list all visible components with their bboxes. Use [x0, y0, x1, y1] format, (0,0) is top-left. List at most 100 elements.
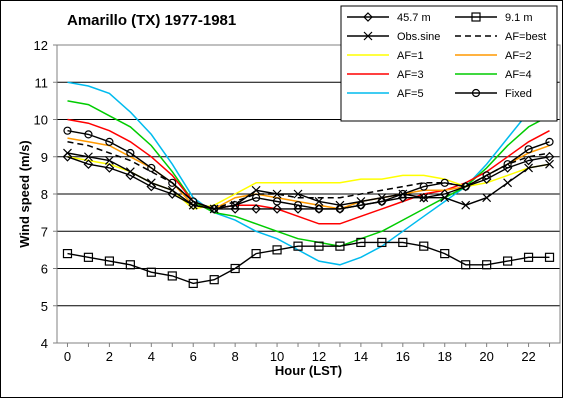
- series-line: [67, 100, 550, 247]
- data-point-diamond: [335, 204, 345, 214]
- data-point-square: [503, 256, 513, 266]
- data-point-diamond: [146, 181, 157, 192]
- x-tick-label: 22: [521, 349, 535, 364]
- data-point-circle: [524, 145, 533, 154]
- data-point-square: [440, 249, 450, 259]
- data-point-circle: [545, 137, 554, 146]
- data-point-square: [398, 237, 408, 248]
- data-point-square: [230, 263, 240, 274]
- data-point-square: [314, 241, 324, 251]
- data-point-square: [167, 271, 177, 281]
- chart-title: Amarillo (TX) 1977-1981: [67, 12, 236, 29]
- x-tick-label: 16: [396, 349, 410, 364]
- data-point-square: [62, 249, 73, 259]
- data-point-diamond: [272, 204, 282, 214]
- data-point-x: [482, 193, 492, 203]
- data-point-square: [125, 260, 135, 270]
- data-point-square: [377, 237, 387, 248]
- x-tick-label: 4: [148, 349, 155, 364]
- data-point-diamond: [363, 12, 373, 22]
- x-tick-label: 18: [437, 349, 451, 364]
- legend: 45.7 m 9.1 m Obs.sine AF=best AF=1 AF=2 AF=3 AF…: [340, 5, 558, 122]
- data-point-x: [104, 156, 114, 165]
- legend-label: AF=2: [505, 50, 532, 62]
- data-point-square: [293, 241, 303, 251]
- legend-item: AF=1: [347, 50, 424, 62]
- x-tick-label: 0: [64, 349, 71, 364]
- x-tick-label: 14: [354, 349, 368, 364]
- legend-label: AF=best: [505, 31, 546, 43]
- data-point-x: [293, 189, 303, 199]
- data-point-circle: [419, 182, 428, 191]
- data-point-diamond: [167, 189, 178, 199]
- data-point-circle: [126, 148, 135, 158]
- data-point-diamond: [104, 163, 115, 173]
- data-point-x: [545, 159, 554, 169]
- x-tick-label: 2: [106, 349, 113, 364]
- legend-item: 45.7 m: [347, 12, 431, 24]
- y-tick-label: 8: [41, 187, 48, 202]
- data-point-square: [471, 12, 481, 22]
- data-point-diamond: [62, 151, 73, 162]
- data-point-diamond: [460, 181, 471, 192]
- data-point-square: [209, 275, 219, 285]
- data-point-diamond: [356, 200, 366, 211]
- data-point-diamond: [481, 174, 492, 184]
- x-axis-title: Hour (LST): [275, 363, 342, 378]
- data-point-square: [83, 252, 94, 262]
- data-point-x: [524, 163, 533, 173]
- legend-item: Obs.sine: [347, 31, 440, 43]
- data-point-square: [335, 241, 345, 251]
- data-point-diamond: [523, 155, 534, 166]
- data-point-circle: [471, 88, 481, 98]
- data-point-square: [544, 252, 555, 262]
- legend-label: Fixed: [505, 88, 532, 100]
- legend-item: AF=2: [455, 50, 532, 62]
- legend-label: AF=4: [505, 69, 532, 81]
- y-tick-label: 10: [34, 113, 48, 128]
- y-tick-label: 12: [34, 38, 48, 53]
- legend-label: 9.1 m: [505, 12, 533, 24]
- series-group: [62, 81, 555, 288]
- data-point-square: [419, 241, 429, 251]
- legend-item: 9.1 m: [455, 12, 533, 24]
- legend-item: AF=best: [455, 31, 546, 43]
- y-tick-label: 9: [41, 150, 48, 165]
- data-point-diamond: [251, 204, 261, 214]
- data-point-circle: [63, 126, 72, 135]
- data-point-circle: [440, 178, 449, 187]
- data-point-square: [146, 267, 156, 277]
- series-line: [67, 118, 550, 225]
- data-point-diamond: [439, 189, 450, 199]
- data-point-diamond: [83, 159, 94, 170]
- y-tick-label: 4: [41, 336, 48, 351]
- data-point-square: [523, 252, 534, 262]
- data-point-square: [104, 256, 114, 266]
- data-point-diamond: [377, 196, 387, 207]
- data-point-diamond: [544, 151, 555, 162]
- data-point-square: [356, 237, 366, 248]
- series-af-4: [67, 100, 550, 247]
- data-point-diamond: [209, 204, 220, 214]
- tick-labels: 4 5 6 7 8 9 10 11 12 0 2 4 6 8 10 12 14 16 18 20 22: [34, 38, 551, 364]
- data-point-x: [461, 200, 471, 210]
- data-point-square: [272, 245, 282, 255]
- data-point-diamond: [125, 170, 136, 181]
- data-point-x: [251, 185, 261, 195]
- data-point-diamond: [397, 192, 408, 203]
- data-point-x: [272, 189, 282, 199]
- data-point-square: [482, 260, 492, 270]
- series-9-1-m: [62, 237, 555, 288]
- y-tick-label: 7: [41, 224, 48, 239]
- legend-label: Obs.sine: [397, 31, 440, 43]
- y-tick-label: 5: [41, 299, 48, 314]
- data-point-diamond: [314, 204, 324, 214]
- x-tick-label: 20: [479, 349, 493, 364]
- legend-item: AF=5: [347, 88, 424, 100]
- legend-label: AF=1: [397, 50, 424, 62]
- data-point-x: [314, 197, 324, 206]
- data-point-circle: [84, 130, 93, 139]
- x-tick-label: 12: [312, 349, 326, 364]
- data-point-diamond: [293, 204, 303, 214]
